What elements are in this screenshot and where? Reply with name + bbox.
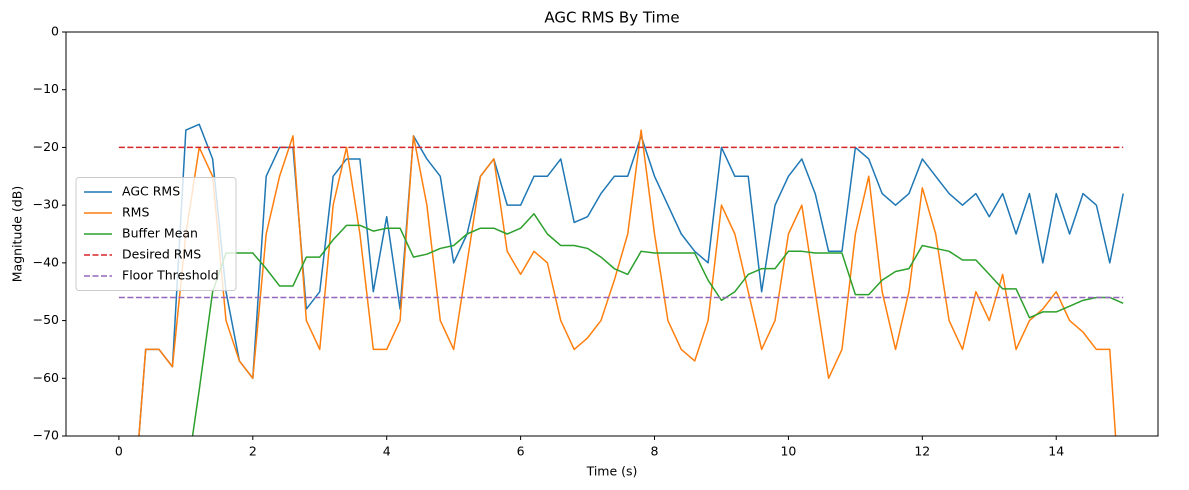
chart-title: AGC RMS By Time <box>544 9 679 27</box>
legend-label: RMS <box>122 205 149 220</box>
x-tick-label: 14 <box>1048 444 1064 459</box>
legend-label: AGC RMS <box>122 184 180 199</box>
y-tick-label: 0 <box>51 24 59 39</box>
plot-area <box>118 123 1124 436</box>
x-tick-label: 2 <box>249 444 257 459</box>
y-tick-label: −70 <box>33 428 59 443</box>
x-tick-label: 10 <box>780 444 796 459</box>
x-tick-label: 0 <box>115 444 123 459</box>
y-axis-label: Magnitude (dB) <box>10 186 25 282</box>
legend-label: Floor Threshold <box>122 268 219 283</box>
x-axis-label: Time (s) <box>586 464 638 479</box>
y-tick-label: −50 <box>33 312 59 327</box>
legend-label: Desired RMS <box>122 247 201 262</box>
x-tick-label: 8 <box>651 444 659 459</box>
y-tick-label: −60 <box>33 370 59 385</box>
x-tick-label: 12 <box>914 444 930 459</box>
plot-frame <box>65 31 1159 437</box>
legend-label: Buffer Mean <box>122 226 198 241</box>
series-line <box>138 129 1117 436</box>
x-tick-label: 4 <box>383 444 391 459</box>
x-tick-label: 6 <box>517 444 525 459</box>
legend-box <box>75 177 237 291</box>
y-tick-label: −20 <box>33 139 59 154</box>
y-tick-label: −30 <box>33 197 59 212</box>
y-tick-label: −10 <box>33 81 59 96</box>
series-line <box>191 213 1124 436</box>
y-tick-label: −40 <box>33 254 59 269</box>
